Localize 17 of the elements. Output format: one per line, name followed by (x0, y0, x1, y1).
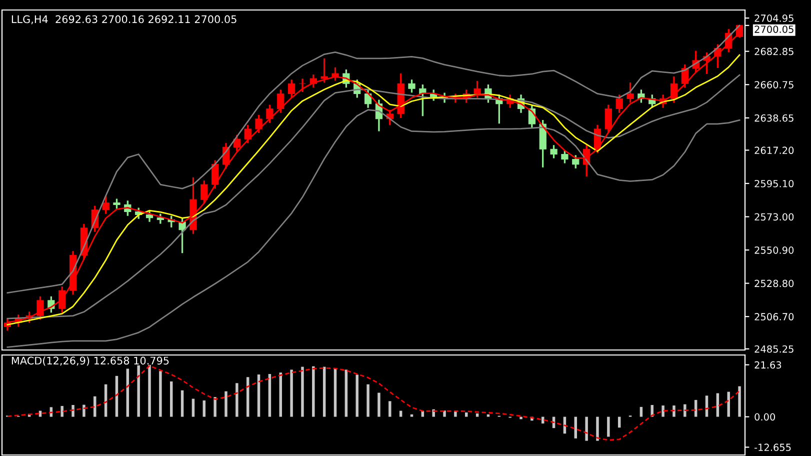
y-tick-label: 2528.80 (754, 280, 794, 288)
y-tick-label: 2660.75 (754, 81, 794, 88)
y-tick-label: 2573.00 (754, 213, 794, 221)
y-tick-label: 2638.65 (754, 114, 794, 122)
y-tick-label: 2506.70 (754, 313, 794, 320)
chart-title: MACD(12,26,9) 12.658 10.795 (12, 356, 169, 366)
y-tick-label: 0.00 (754, 413, 776, 421)
y-tick-label: -12.655 (754, 444, 791, 452)
y-tick-label: 2485.25 (754, 345, 794, 353)
y-tick-label: 2682.85 (754, 48, 794, 56)
y-tick-label: 2617.20 (754, 146, 794, 154)
chart-title: LLG,H4 2692.63 2700.16 2692.11 2700.05 (12, 15, 236, 24)
y-tick-label: 2550.90 (754, 246, 794, 254)
y-tick-label: 2704.95 (754, 14, 794, 22)
y-tick-label: 21.63 (754, 361, 782, 369)
y-tick-label: 2595.10 (754, 180, 794, 188)
y-tick-label: 2700.05 (754, 26, 794, 33)
